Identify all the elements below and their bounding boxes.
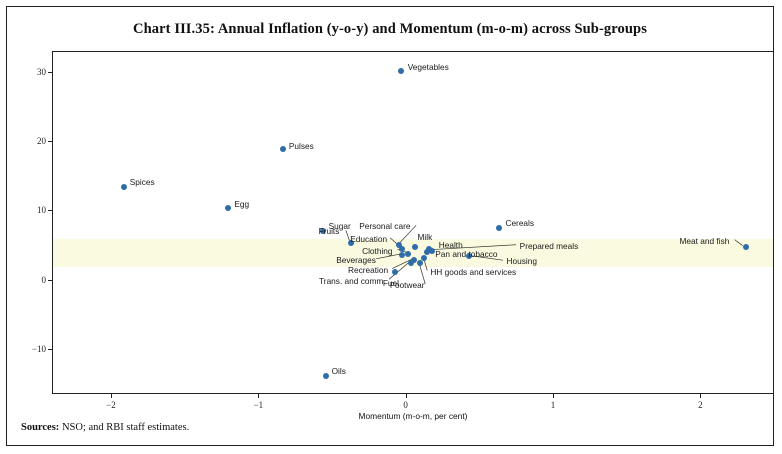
point-label: Footwear: [389, 280, 425, 291]
y-tick-label: 30: [37, 66, 46, 77]
chart-card: Chart III.35: Annual Inflation (y-o-y) a…: [6, 6, 774, 446]
point-label: Pan and tobacco: [435, 249, 498, 260]
sources-note: Sources: NSO; and RBI staff estimates.: [21, 422, 189, 433]
y-tick-mark: [48, 141, 52, 143]
point-label: Personal care: [359, 221, 411, 232]
x-tick-label: −1: [253, 400, 264, 410]
data-point: [411, 256, 417, 263]
data-point: [428, 247, 435, 254]
point-label: HH goods and services: [430, 266, 517, 277]
data-point: [396, 242, 403, 249]
x-tick-mark: [110, 394, 112, 398]
y-tick-mark: [48, 348, 52, 350]
point-label: Beverages: [336, 255, 376, 266]
point-label: Milk: [417, 231, 433, 242]
x-tick-label: 2: [698, 400, 703, 410]
plot-area-wrapper: Inflation (y-o-y, per cent) Momentum (m-…: [32, 51, 774, 421]
point-label: Pulses: [288, 141, 314, 151]
x-axis-label: Momentum (m-o-m, per cent): [358, 411, 468, 421]
point-label: Vegetables: [407, 62, 449, 73]
x-tick-mark: [552, 394, 554, 398]
data-point: [496, 225, 503, 231]
data-point: [424, 249, 431, 256]
y-tick-label: −10: [31, 343, 46, 354]
point-label: Health: [438, 240, 463, 251]
point-label: Trans. and comm.: [319, 275, 386, 286]
point-label: Clothing: [362, 245, 393, 256]
data-point: [465, 253, 472, 260]
point-label: Meat and fish: [679, 235, 730, 246]
data-point: [322, 373, 329, 380]
data-point: [347, 240, 354, 247]
x-tick-mark: [258, 394, 260, 398]
y-tick-mark: [48, 210, 52, 212]
data-point: [225, 204, 232, 211]
data-point: [412, 243, 419, 250]
data-point: [408, 259, 415, 266]
point-label: Oils: [331, 366, 346, 377]
y-tick-mark: [48, 279, 52, 281]
data-point: [279, 146, 286, 152]
x-tick-label: 0: [403, 400, 408, 410]
data-point: [405, 250, 412, 257]
y-tick-mark: [48, 71, 52, 73]
x-tick-label: −2: [106, 400, 116, 410]
point-label: Recreation: [348, 264, 389, 275]
point-label: Education: [350, 233, 388, 244]
y-tick-label: 20: [37, 136, 46, 147]
data-point: [120, 184, 127, 191]
sources-label: Sources:: [21, 422, 60, 433]
point-label: Egg: [234, 198, 250, 209]
point-label: Fuel: [382, 277, 399, 288]
data-point: [391, 268, 398, 275]
data-point: [397, 68, 404, 75]
data-point: [742, 243, 749, 250]
leader-lines: [345, 225, 743, 285]
point-label: Fruits: [318, 226, 340, 237]
data-point: [421, 254, 428, 261]
x-tick-mark: [405, 394, 407, 398]
point-label: Housing: [506, 256, 537, 267]
x-tick-label: 1: [550, 400, 556, 410]
x-tick-mark: [700, 394, 702, 398]
data-point: [319, 228, 326, 235]
point-label: Spices: [129, 177, 155, 188]
y-tick-label: 0: [41, 274, 47, 285]
data-point: [399, 245, 406, 252]
scatter-plot: Vegetables Pulses Spices Egg Cereals Sugar Fru…: [52, 51, 774, 394]
point-label: Cereals: [505, 218, 535, 228]
data-point: [399, 252, 406, 259]
data-point: [416, 260, 423, 267]
sources-text: NSO; and RBI staff estimates.: [59, 422, 190, 433]
y-tick-label: 10: [37, 205, 46, 216]
chart-title: Chart III.35: Annual Inflation (y-o-y) a…: [133, 21, 647, 37]
point-label: Sugar: [328, 221, 351, 232]
point-label: Prepared meals: [519, 240, 579, 251]
